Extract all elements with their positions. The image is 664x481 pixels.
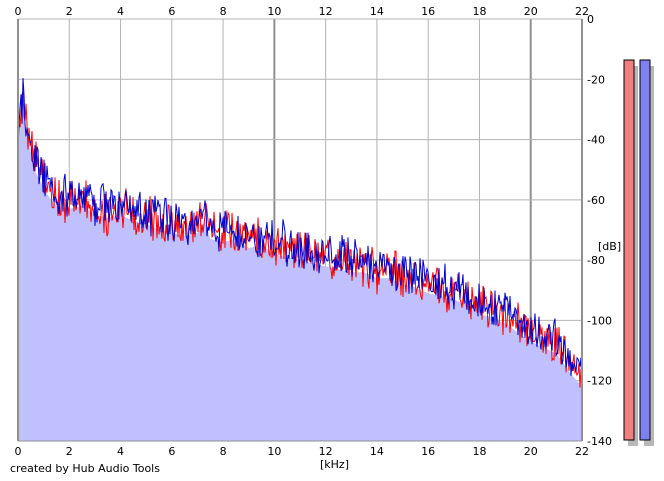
x-tick-label-bottom: 10 <box>267 445 281 458</box>
x-tick-label-top: 16 <box>421 5 435 18</box>
x-tick-label-bottom: 22 <box>575 445 589 458</box>
x-tick-label-bottom: 8 <box>220 445 227 458</box>
x-tick-label-top: 18 <box>472 5 486 18</box>
series-line-left <box>17 91 583 388</box>
x-tick-label-bottom: 16 <box>421 445 435 458</box>
spectrum-lines <box>17 78 583 394</box>
x-tick-label-top: 6 <box>168 5 175 18</box>
x-axis-label: [kHz] <box>320 458 349 471</box>
x-tick-label-top: 14 <box>370 5 384 18</box>
spectrum-fill-area <box>18 112 582 442</box>
x-tick-label-top: 12 <box>319 5 333 18</box>
y-axis-label: [dB] <box>598 240 621 253</box>
credit-text: created by Hub Audio Tools <box>10 462 160 475</box>
x-tick-label-bottom: 4 <box>117 445 124 458</box>
x-tick-label-top: 0 <box>15 5 22 18</box>
y-tick-label: -140 <box>587 435 612 448</box>
x-tick-labels-top: 0 2 4 6 8 10 12 14 16 18 20 22 <box>15 5 590 18</box>
x-tick-label-bottom: 0 <box>15 445 22 458</box>
x-tick-label-top: 4 <box>117 5 124 18</box>
y-tick-label: 0 <box>587 13 594 26</box>
y-tick-labels: 0 -20 -40 -60 -80 -100 -120 -140 <box>587 13 612 448</box>
level-meter-left <box>623 59 635 441</box>
y-tick-label: -20 <box>587 73 605 86</box>
x-tick-label-top: 22 <box>575 5 589 18</box>
y-tick-label: -80 <box>587 254 605 267</box>
x-tick-label-bottom: 2 <box>66 445 73 458</box>
x-tick-label-bottom: 12 <box>319 445 333 458</box>
x-tick-label-bottom: 18 <box>472 445 486 458</box>
spectrum-fill <box>18 112 582 442</box>
x-tick-label-bottom: 20 <box>524 445 538 458</box>
x-tick-label-bottom: 6 <box>168 445 175 458</box>
y-tick-label: -60 <box>587 194 605 207</box>
x-tick-label-top: 2 <box>66 5 73 18</box>
x-tick-label-bottom: 14 <box>370 445 384 458</box>
y-tick-label: -100 <box>587 314 612 327</box>
x-tick-labels-bottom: 0 2 4 6 8 10 12 14 16 18 20 22 <box>15 445 590 458</box>
level-meters <box>623 59 654 446</box>
series-line-right <box>17 78 583 394</box>
level-meter-right <box>639 59 651 441</box>
y-tick-label: -120 <box>587 375 612 388</box>
y-tick-label: -40 <box>587 134 605 147</box>
plot-frame <box>17 19 583 442</box>
x-tick-label-top: 10 <box>267 5 281 18</box>
x-tick-label-top: 8 <box>220 5 227 18</box>
x-tick-label-top: 20 <box>524 5 538 18</box>
